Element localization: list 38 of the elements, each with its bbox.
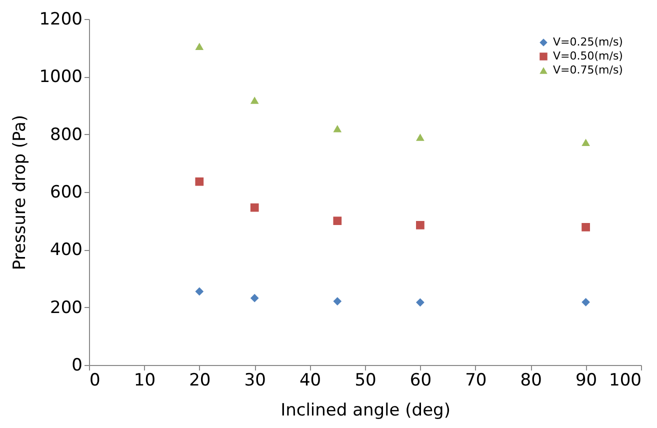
y-tick-label: 800 — [50, 124, 82, 145]
point — [333, 297, 342, 306]
point — [582, 222, 590, 232]
point — [582, 138, 590, 146]
point — [250, 294, 259, 302]
x-tick-label: 60 — [410, 370, 432, 390]
point — [195, 42, 204, 50]
y-tick-label: 1000 — [39, 67, 82, 88]
legend-label: V=0.75(m/s) — [553, 64, 623, 76]
y-tick-label: 600 — [50, 182, 82, 202]
x-tick-label: 50 — [354, 370, 376, 390]
x-tick-label: 0 — [90, 370, 100, 390]
y-tick-label: 200 — [50, 298, 82, 318]
x-tick-label: 40 — [299, 370, 322, 390]
point — [333, 124, 342, 132]
point — [416, 298, 424, 307]
y-axis-title: Pressure drop (Pa) — [10, 114, 30, 270]
x-tick-label: 10 — [134, 370, 156, 390]
x-tick-label: 100 — [609, 370, 642, 390]
point — [250, 203, 259, 212]
x-tick-label: 80 — [520, 370, 542, 390]
point — [195, 177, 204, 186]
point — [195, 287, 204, 296]
x-tick-label: 70 — [465, 370, 487, 390]
legend-label: V=0.25(m/s) — [553, 36, 623, 48]
x-tick-label: 20 — [189, 370, 211, 390]
point — [416, 134, 424, 141]
x-tick-label: 90 — [575, 370, 598, 390]
y-tick-label: 400 — [50, 240, 82, 260]
legend-label: V=0.50(m/s) — [553, 50, 623, 62]
point — [582, 298, 590, 306]
y-tick-label: 0 — [72, 356, 82, 376]
point — [333, 216, 342, 226]
y-tick-label: 1200 — [39, 10, 82, 30]
point — [250, 96, 259, 104]
point — [416, 220, 424, 230]
x-tick-label: 30 — [244, 370, 266, 390]
x-axis-title: Inclined angle (deg) — [280, 400, 450, 420]
